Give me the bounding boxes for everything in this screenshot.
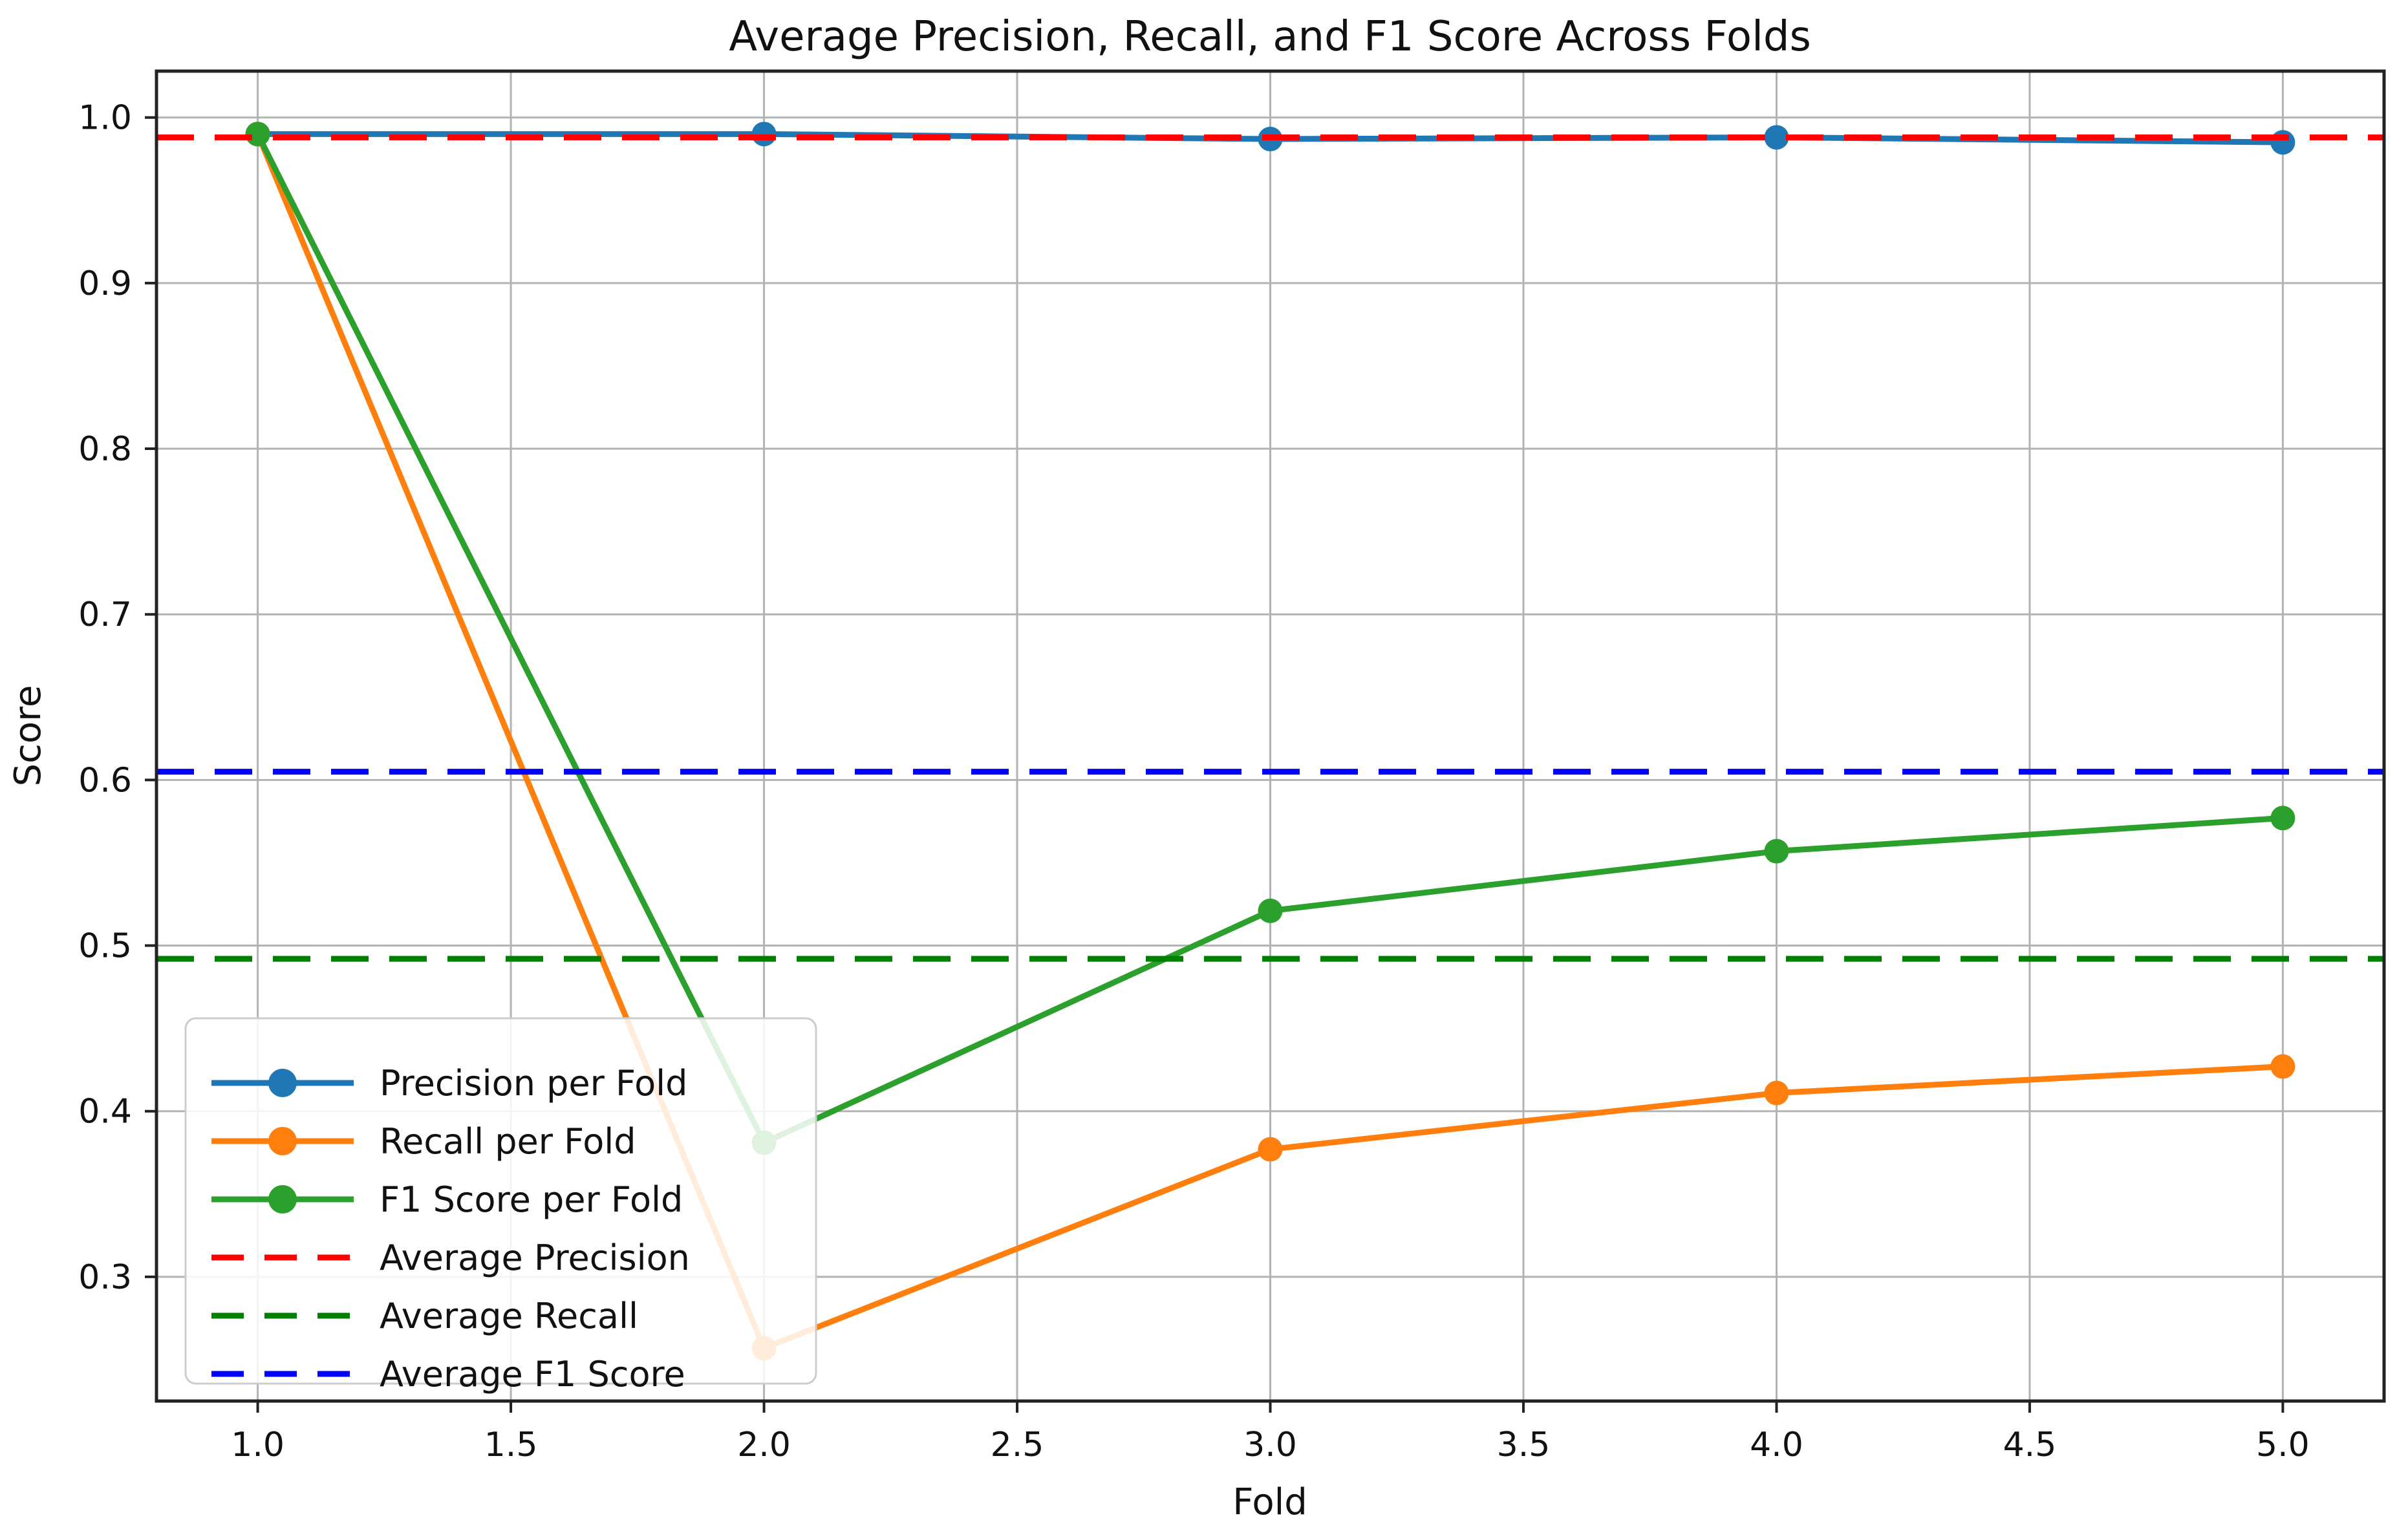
- y-tick-label: 0.4: [78, 1093, 132, 1131]
- data-point-f1-score-per-fold: [1258, 898, 1283, 923]
- legend-box: [184, 1017, 817, 1385]
- data-point-recall-per-fold: [1764, 1080, 1789, 1106]
- x-tick-label: 4.5: [2003, 1426, 2057, 1464]
- legend-sample-marker: [268, 1127, 297, 1155]
- legend-label: Average F1 Score: [380, 1354, 685, 1395]
- legend-item-precision-per-fold: Precision per Fold: [211, 1063, 687, 1104]
- y-tick-label: 0.8: [78, 430, 132, 469]
- x-tick-label: 1.5: [484, 1426, 538, 1464]
- y-tick-label: 0.5: [78, 927, 132, 966]
- data-point-precision-per-fold: [2270, 130, 2295, 155]
- chart-title: Average Precision, Recall, and F1 Score …: [729, 13, 1811, 61]
- x-tick-label: 2.0: [737, 1426, 791, 1464]
- x-axis-label: Fold: [1232, 1481, 1307, 1523]
- x-tick-label: 4.0: [1750, 1426, 1803, 1464]
- data-point-f1-score-per-fold: [2270, 806, 2295, 831]
- legend-item-average-recall: Average Recall: [211, 1296, 638, 1336]
- data-point-f1-score-per-fold: [245, 122, 270, 147]
- x-tick-label: 3.0: [1243, 1426, 1297, 1464]
- legend-label: Precision per Fold: [380, 1063, 687, 1104]
- legend-item-f1-score-per-fold: F1 Score per Fold: [211, 1179, 683, 1220]
- legend-label: Average Recall: [380, 1296, 638, 1336]
- legend-label: Recall per Fold: [380, 1121, 636, 1162]
- legend-sample-marker: [268, 1185, 297, 1214]
- x-tick-label: 1.0: [231, 1426, 285, 1464]
- legend-item-recall-per-fold: Recall per Fold: [211, 1121, 636, 1162]
- legend-label: F1 Score per Fold: [380, 1179, 683, 1220]
- y-tick-label: 0.9: [78, 264, 132, 303]
- legend-item-average-f1-score: Average F1 Score: [211, 1354, 685, 1395]
- y-tick-label: 0.7: [78, 595, 132, 634]
- y-axis-label: Score: [7, 685, 49, 787]
- y-tick-label: 1.0: [78, 99, 132, 138]
- y-tick-label: 0.3: [78, 1258, 132, 1297]
- data-point-precision-per-fold: [1764, 125, 1789, 150]
- legend-sample-marker: [268, 1069, 297, 1097]
- y-tick-label: 0.6: [78, 761, 132, 800]
- data-point-f1-score-per-fold: [1764, 839, 1789, 864]
- legend-label: Average Precision: [380, 1237, 690, 1278]
- x-tick-label: 5.0: [2256, 1426, 2310, 1464]
- x-tick-label: 2.5: [991, 1426, 1044, 1464]
- legend-item-average-precision: Average Precision: [211, 1237, 690, 1278]
- data-point-recall-per-fold: [1258, 1137, 1283, 1162]
- data-point-recall-per-fold: [2270, 1054, 2295, 1079]
- x-tick-label: 3.5: [1497, 1426, 1551, 1464]
- data-point-precision-per-fold: [751, 122, 777, 147]
